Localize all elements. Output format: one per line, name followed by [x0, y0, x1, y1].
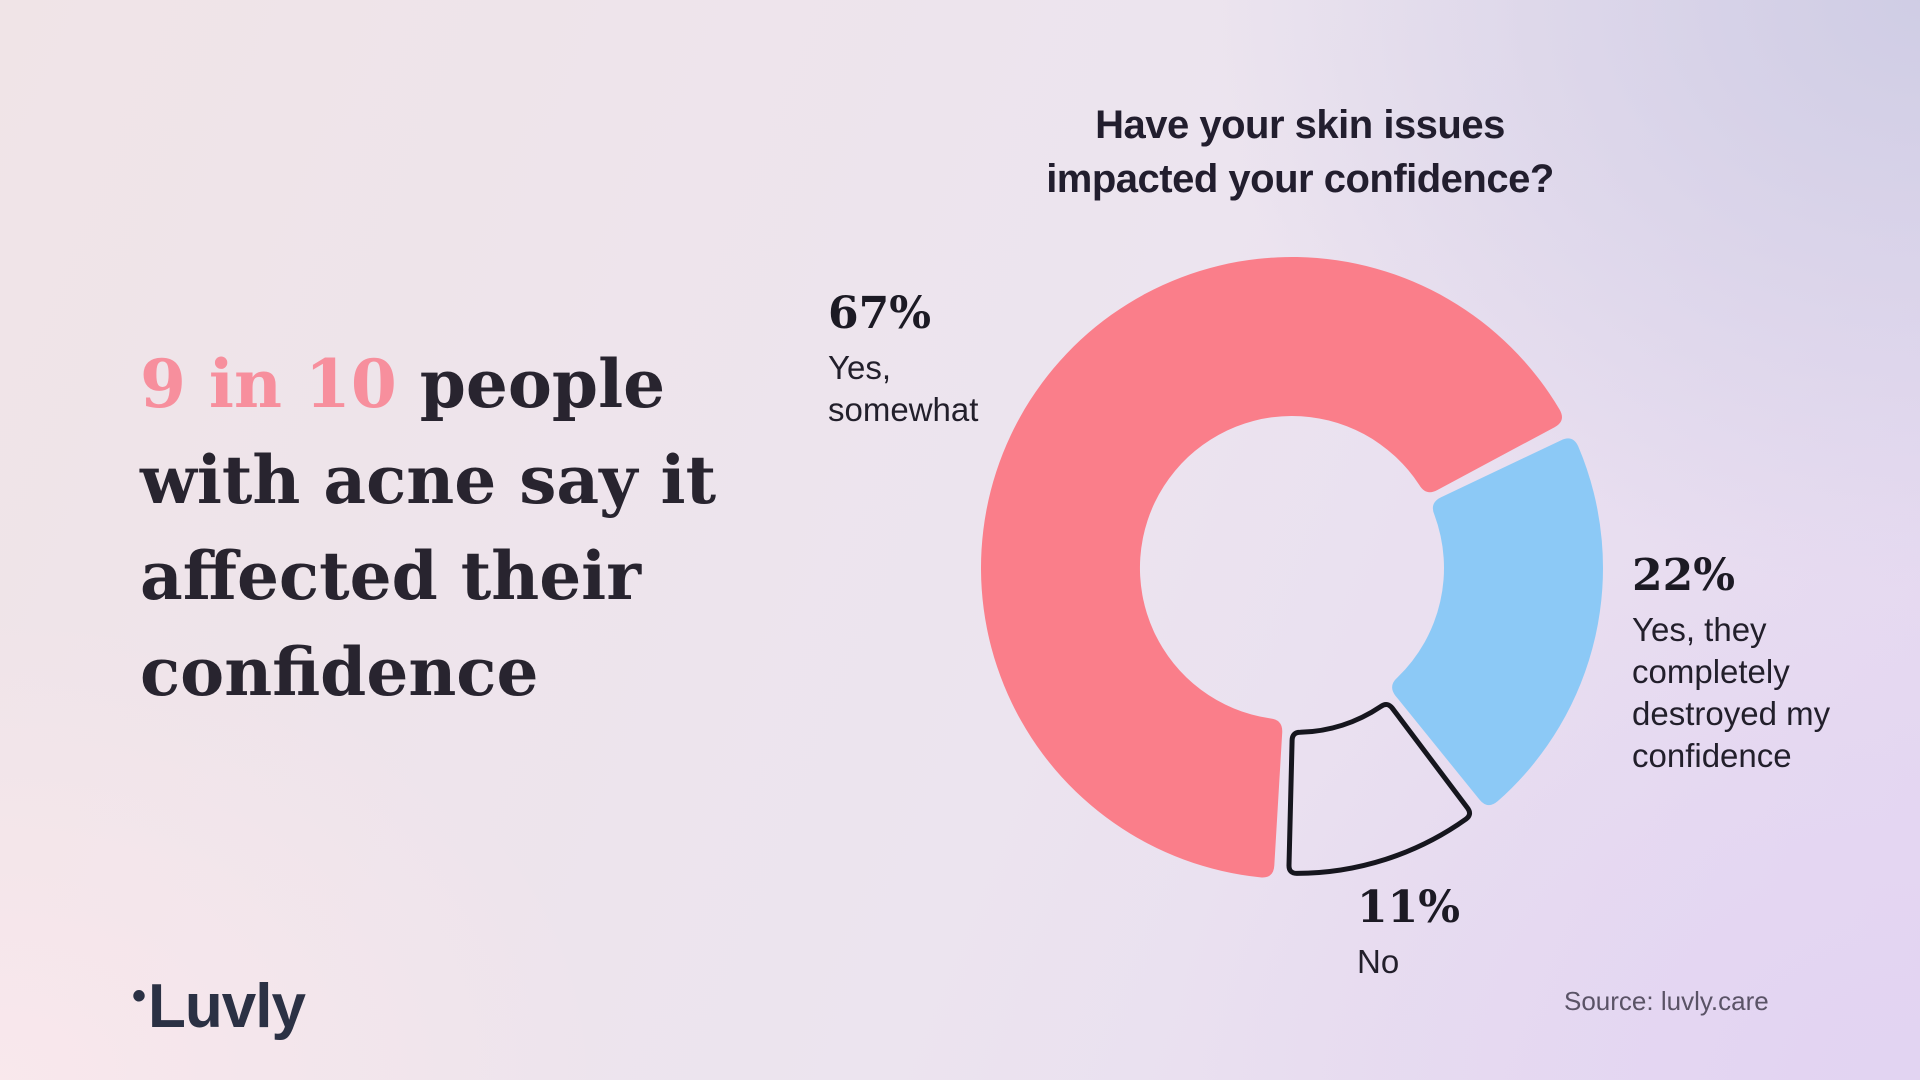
- callout-label-line: Yes,: [828, 349, 892, 386]
- callout-label: Yes, they completely destroyed my confidenc…: [1632, 609, 1830, 777]
- headline-line: with acne say it: [140, 441, 717, 519]
- logo-text: Luvly: [148, 972, 306, 1041]
- source-credit: Source: luvly.care: [1564, 986, 1769, 1016]
- callout-no: 11% No: [1357, 884, 1460, 983]
- callout-label-line: Yes, they: [1632, 611, 1767, 648]
- callout-yes-completely-destroyed: 22% Yes, they completely destroyed my confi…: [1632, 552, 1830, 777]
- donut-segment-yes-completely-destroyed: [1392, 438, 1603, 806]
- callout-pct: 11%: [1357, 882, 1461, 933]
- donut-segment-no: [1286, 701, 1473, 876]
- callout-yes-somewhat: 67% Yes, somewhat: [828, 290, 978, 431]
- callout-label: No: [1357, 941, 1460, 983]
- callout-label-line: No: [1357, 943, 1400, 980]
- headline: 9 in 10 people with acne say it affected t…: [140, 336, 780, 720]
- callout-label-line: destroyed my: [1632, 695, 1831, 732]
- callout-label: Yes, somewhat: [828, 347, 978, 431]
- donut-segment-yes-somewhat: [980, 256, 1562, 878]
- headline-highlight: 9 in 10: [140, 345, 397, 423]
- callout-pct: 22%: [1632, 550, 1736, 601]
- callout-label-line: somewhat: [828, 391, 979, 428]
- logo-dot-icon: •: [132, 974, 147, 1018]
- headline-line: affected their: [140, 537, 642, 615]
- chart-title-line: Have your skin issues: [1095, 103, 1505, 147]
- chart-title: Have your skin issues impacted your confi…: [970, 98, 1630, 206]
- headline-line: confidence: [140, 633, 539, 711]
- headline-line: 9 in 10 people: [140, 345, 666, 423]
- luvly-logo: •Luvly: [132, 960, 306, 1043]
- callout-pct: 67%: [828, 288, 932, 339]
- chart-title-line: impacted your confidence?: [1046, 157, 1554, 201]
- callout-label-line: confidence: [1632, 737, 1792, 774]
- callout-label-line: completely: [1632, 653, 1790, 690]
